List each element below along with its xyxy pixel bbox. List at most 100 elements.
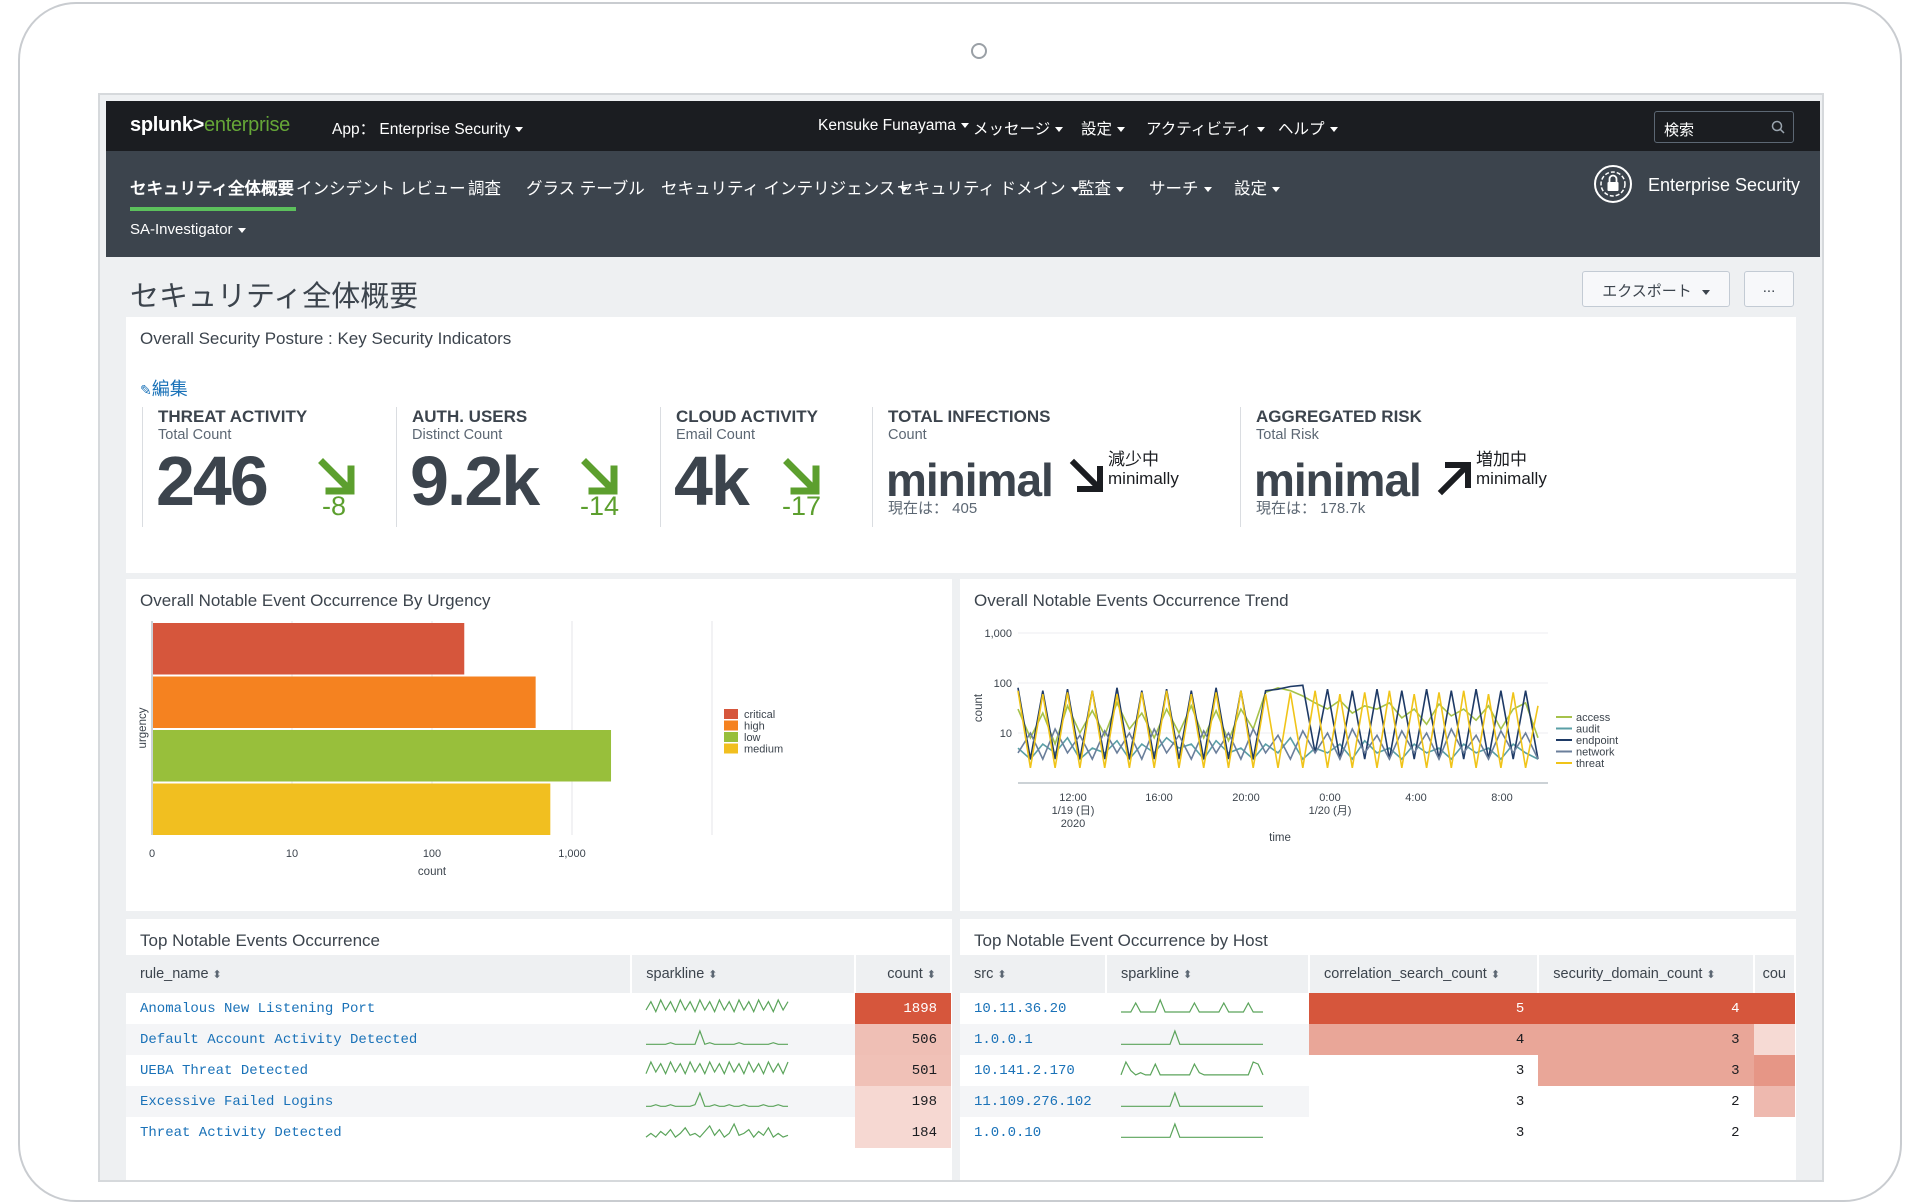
sparkline [645, 998, 789, 1013]
legend-label: low [744, 732, 761, 744]
count-cell[interactable]: 184 [855, 1117, 951, 1148]
chevron-down-icon [1203, 187, 1212, 193]
table-row[interactable]: 1.0.0.1 4 3 [960, 1024, 1795, 1055]
x-tick-label: 100 [423, 848, 441, 860]
settings-menu[interactable]: 設定 [1081, 117, 1126, 139]
page-title: セキュリティ全体概要 [130, 281, 419, 313]
column-header-src[interactable]: src ⬍ [960, 955, 1107, 993]
rule-name-cell[interactable]: Excessive Failed Logins [126, 1086, 632, 1117]
truncated-cell [1753, 993, 1795, 1024]
count-cell[interactable]: 506 [855, 1024, 951, 1055]
app-menu-label: App： Enterprise Security [332, 121, 511, 138]
x-tick-label: 1,000 [558, 848, 586, 860]
tab-search[interactable]: サーチ [1149, 175, 1212, 199]
count-cell[interactable]: 501 [855, 1055, 951, 1086]
x-tick-label: 20:00 [1232, 792, 1260, 804]
src-cell[interactable]: 10.11.36.20 [974, 1000, 1067, 1017]
kpi-subtitle: Distinct Count [412, 427, 503, 443]
domain-count-cell[interactable]: 4 [1538, 993, 1754, 1024]
kpi-value: minimal [1254, 454, 1422, 506]
column-header-rule-name[interactable]: rule_name ⬍ [126, 955, 633, 993]
top-events-table: rule_name ⬍ sparkline ⬍ count ⬍ Anomalous N… [126, 955, 952, 1148]
sparkline-cell [631, 993, 855, 1024]
correlation-count-cell[interactable]: 4 [1309, 1024, 1539, 1055]
tab-configure[interactable]: 設定 [1234, 175, 1280, 199]
tab-glass-tables[interactable]: グラス テーブル [526, 180, 645, 198]
count-cell[interactable]: 198 [855, 1086, 951, 1117]
table-row[interactable]: Excessive Failed Logins 198 [126, 1086, 951, 1117]
table-row[interactable]: UEBA Threat Detected 501 [126, 1055, 951, 1086]
rule-name-cell[interactable]: Threat Activity Detected [140, 1124, 342, 1141]
rule-name-cell[interactable]: UEBA Threat Detected [140, 1062, 309, 1079]
correlation-count-cell[interactable]: 3 [1515, 1093, 1525, 1110]
count-cell[interactable]: 1898 [855, 993, 951, 1024]
domain-count-cell[interactable]: 3 [1538, 1055, 1754, 1086]
rule-name-cell[interactable]: Anomalous New Listening Port [140, 1000, 376, 1017]
help-menu[interactable]: ヘルプ [1278, 117, 1338, 139]
trend-line-chart[interactable]: 1,000 100 10 count 12:001/19 (日)2020 16:00 20:… [960, 611, 1796, 911]
activity-menu[interactable]: アクティビティ [1146, 117, 1265, 139]
legend-label: access [1576, 712, 1611, 724]
kpi-cloud-activity[interactable]: CLOUD ACTIVITY Email Count 4k -17 [660, 407, 870, 537]
table-row[interactable]: Threat Activity Detected 184 [126, 1117, 951, 1148]
src-cell[interactable]: 1.0.0.10 [974, 1124, 1042, 1141]
table-row[interactable]: 1.0.0.10 3 2 [960, 1117, 1795, 1148]
correlation-count-cell[interactable]: 3 [1515, 1062, 1525, 1079]
kpi-delta: -14 [580, 491, 620, 521]
column-header-sparkline[interactable]: sparkline ⬍ [631, 955, 857, 993]
column-header-security-domain-count[interactable]: security_domain_count ⬍ [1538, 955, 1755, 993]
export-button[interactable]: エクスポート [1582, 271, 1730, 307]
table-row[interactable]: Default Account Activity Detected 506 [126, 1024, 951, 1055]
kpi-auth-users[interactable]: AUTH. USERS Distinct Count 9.2k -14 [396, 407, 656, 537]
arrow-up-right-icon [1437, 462, 1471, 496]
domain-count-cell[interactable]: 2 [1731, 1124, 1740, 1141]
tab-security-domains-label: セキュリティ ドメイン [897, 180, 1066, 198]
sa-investigator-menu[interactable]: SA-Investigator [130, 221, 246, 238]
splunk-top-bar: splunk>enterprise App： Enterprise Securi… [106, 101, 1820, 151]
column-header-truncated[interactable]: cou [1753, 955, 1796, 993]
rule-name-cell[interactable]: Default Account Activity Detected [126, 1024, 632, 1055]
tab-audit[interactable]: 監査 [1078, 175, 1124, 199]
correlation-count-cell[interactable]: 3 [1515, 1124, 1525, 1141]
more-options-button[interactable]: ... [1744, 271, 1794, 307]
table-row[interactable]: 11.109.276.102 3 2 [960, 1086, 1795, 1117]
app-menu[interactable]: App： Enterprise Security [332, 117, 524, 139]
sparkline-cell [1105, 1086, 1310, 1117]
table-row[interactable]: 10.11.36.20 5 4 [960, 993, 1795, 1024]
column-header-label: src [974, 966, 994, 982]
user-menu[interactable]: Kensuke Funayama [818, 117, 969, 135]
arrow-down-right-icon [1069, 458, 1103, 492]
chevron-down-icon [1701, 289, 1710, 295]
kpi-value: 4k [674, 442, 750, 520]
messages-menu[interactable]: メッセージ [973, 117, 1064, 139]
edit-link[interactable]: ✎編集 [140, 375, 188, 401]
table-row[interactable]: Anomalous New Listening Port 1898 [126, 993, 951, 1024]
src-cell[interactable]: 10.141.2.170 [974, 1062, 1075, 1079]
tab-security-domains[interactable]: セキュリティ ドメイン [897, 175, 1079, 199]
correlation-count-cell[interactable]: 5 [1309, 993, 1539, 1024]
tab-configure-label: 設定 [1234, 180, 1267, 198]
kpi-total-infections[interactable]: TOTAL INFECTIONS Count minimal 減少中 minim… [872, 407, 1232, 537]
column-header-count[interactable]: count ⬍ [855, 955, 952, 993]
logo-enterprise-text: enterprise [204, 114, 290, 136]
domain-count-cell[interactable]: 2 [1731, 1093, 1740, 1110]
tab-investigations[interactable]: 調査 [468, 180, 501, 198]
app-nav-bar: セキュリティ全体概要 インシデント レビュー 調査 グラス テーブル セキュリテ… [106, 151, 1820, 257]
column-header-sparkline[interactable]: sparkline ⬍ [1105, 955, 1311, 993]
tab-security-intelligence[interactable]: セキュリティ インテリジェンス [661, 175, 909, 199]
splunk-logo[interactable]: splunk>enterprise [130, 114, 290, 137]
table-row[interactable]: 10.141.2.170 3 3 [960, 1055, 1795, 1086]
column-header-correlation-search-count[interactable]: correlation_search_count ⬍ [1309, 955, 1540, 993]
search-placeholder: 検索 [1664, 122, 1695, 139]
tab-security-posture[interactable]: セキュリティ全体概要 [130, 180, 295, 198]
tab-incident-review[interactable]: インシデント レビュー [296, 180, 466, 198]
src-cell[interactable]: 1.0.0.1 [960, 1024, 1106, 1055]
kpi-threat-activity[interactable]: THREAT ACTIVITY Total Count 246 -8 [142, 407, 392, 537]
kpi-aggregated-risk[interactable]: AGGREGATED RISK Total Risk minimal 増加中 m… [1240, 407, 1600, 537]
domain-count-cell[interactable]: 3 [1538, 1024, 1754, 1055]
src-cell[interactable]: 11.109.276.102 [960, 1086, 1106, 1117]
urgency-bar-chart[interactable]: 0 10 100 1,000 count urgency criticalhighlowme… [126, 611, 952, 911]
sparkline-cell [631, 1117, 855, 1148]
search-input[interactable]: 検索 [1654, 111, 1794, 143]
chevron-down-icon [1272, 187, 1280, 193]
